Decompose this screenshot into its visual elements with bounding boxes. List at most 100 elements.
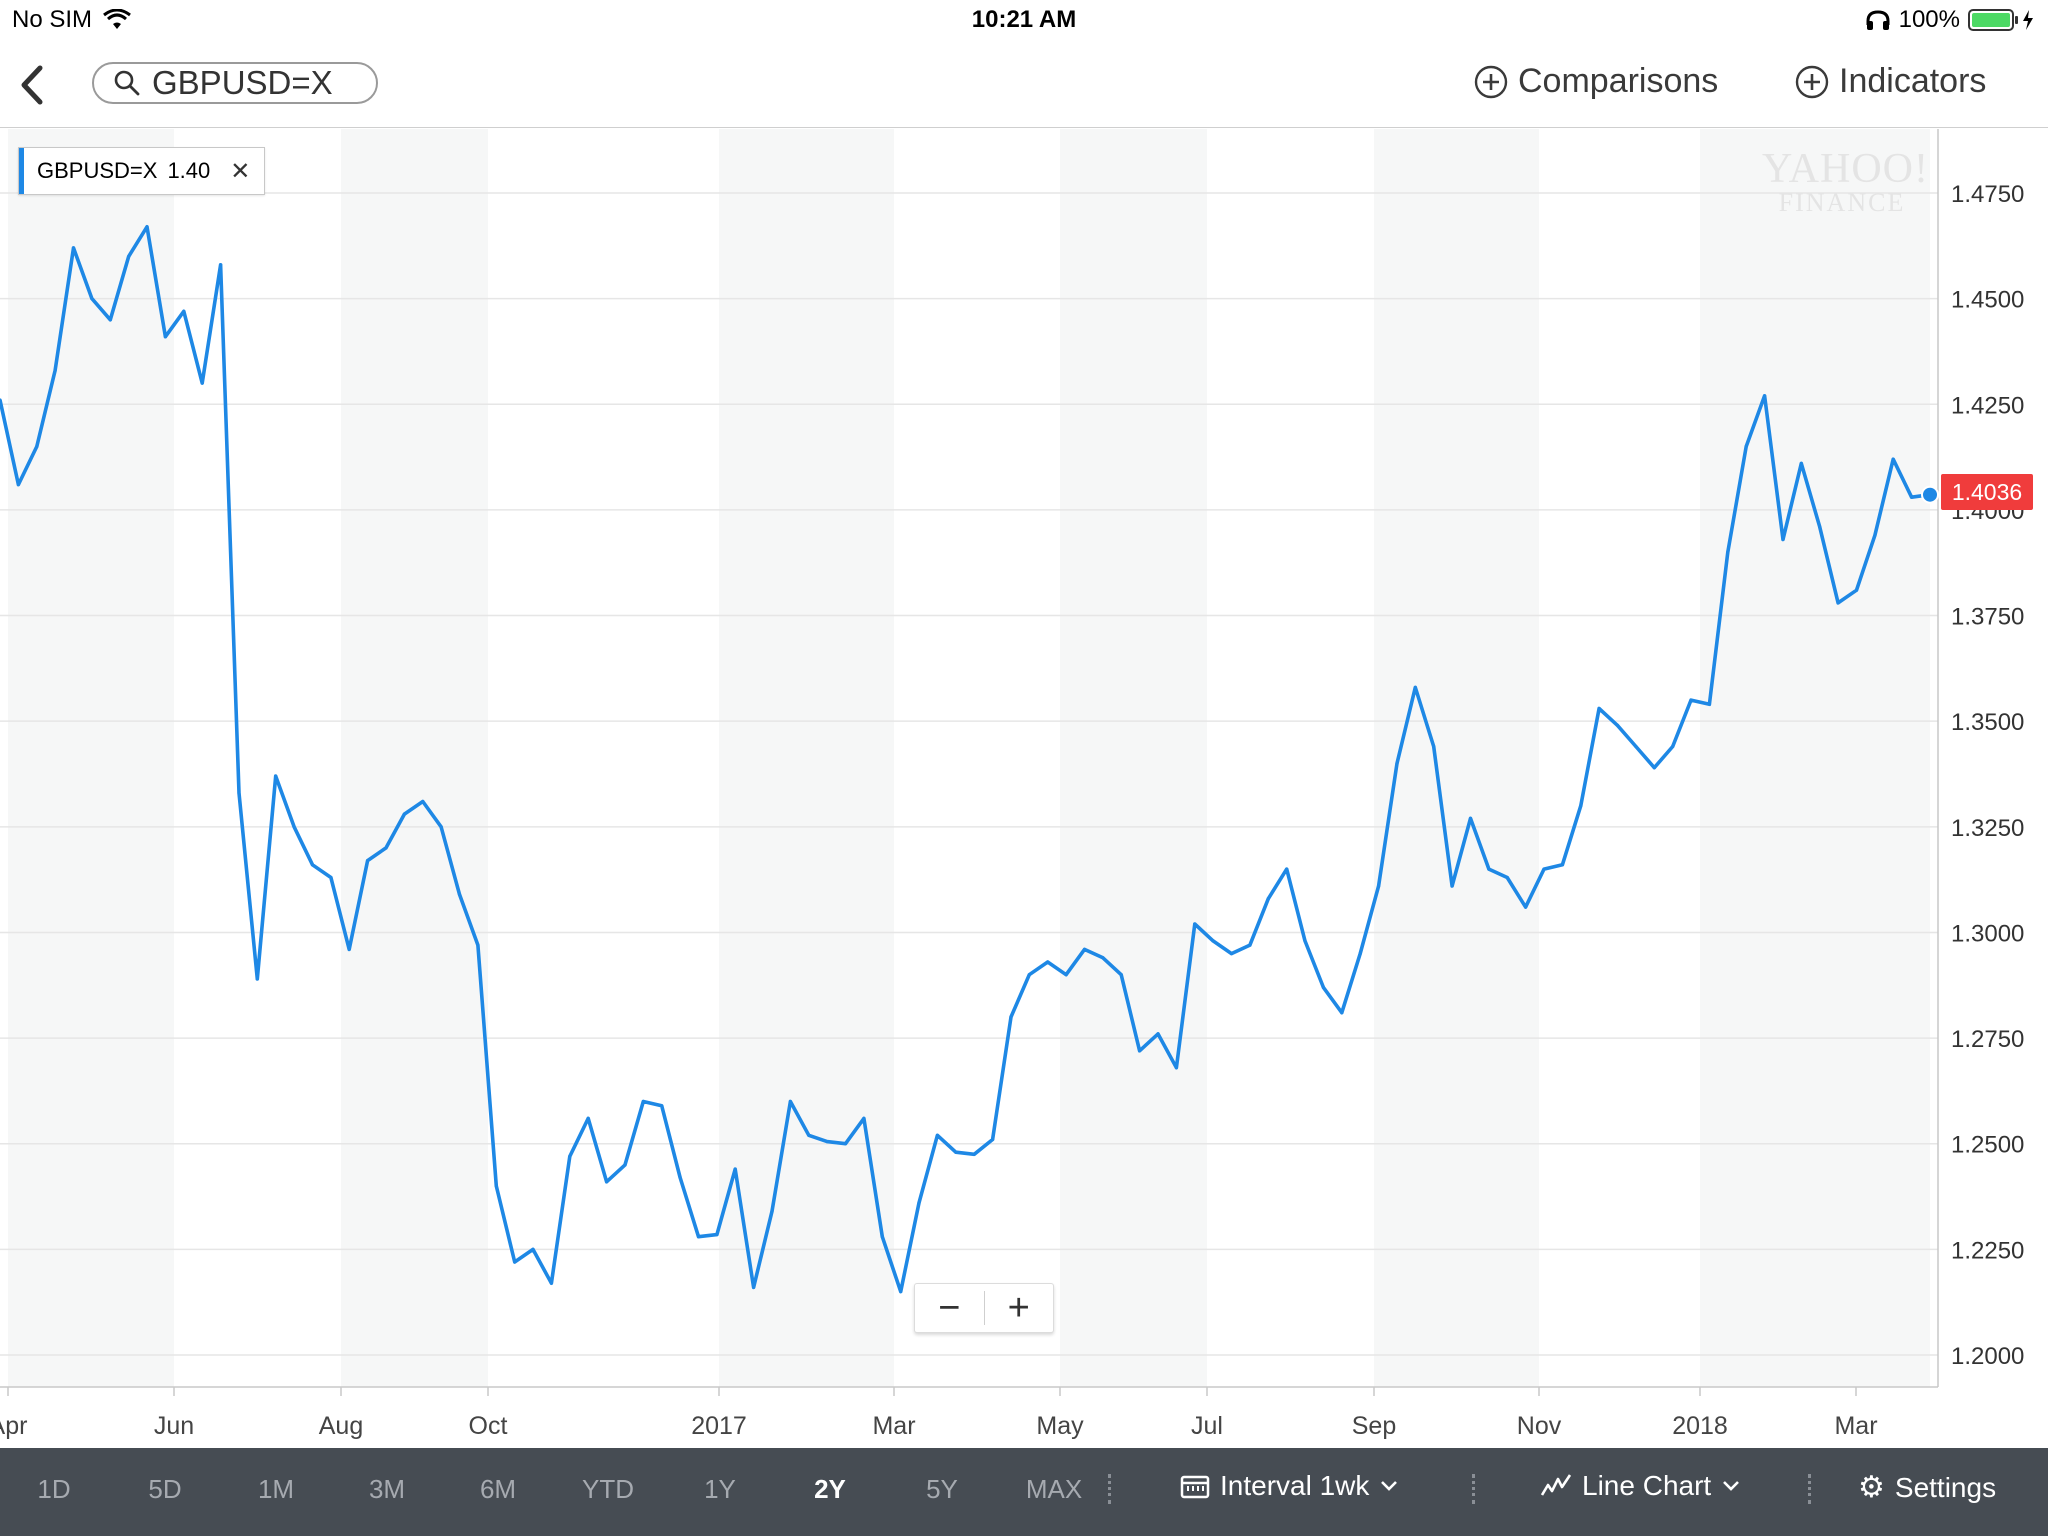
back-chevron-icon[interactable]: [10, 60, 54, 110]
data-point: [421, 799, 425, 804]
data-point: [1395, 761, 1399, 766]
x-tick-label: May: [1036, 1412, 1084, 1440]
data-point: [1634, 744, 1638, 749]
data-point: [843, 1142, 848, 1146]
data-point: [1799, 461, 1803, 465]
calendar-icon: [1180, 1475, 1210, 1499]
data-point: [1138, 1049, 1142, 1053]
close-icon[interactable]: ✕: [230, 157, 251, 185]
data-point: [457, 892, 462, 897]
plus-circle-icon: [1474, 65, 1508, 98]
x-tick-label: Sep: [1352, 1412, 1396, 1440]
chart-type-button[interactable]: Line Chart: [1540, 1470, 1741, 1502]
data-point: [825, 1140, 829, 1144]
data-point: [917, 1201, 921, 1205]
battery-icon: [1968, 9, 2018, 31]
range-1m-button[interactable]: 1M: [257, 1474, 295, 1504]
zoom-control: − +: [914, 1283, 1054, 1333]
data-point: [366, 859, 370, 863]
x-tick-label: Nov: [1517, 1412, 1562, 1440]
carrier-label: No SIM: [12, 6, 93, 33]
wifi-icon: [103, 9, 131, 29]
data-point: [623, 1163, 627, 1167]
range-max-button[interactable]: MAX: [1025, 1474, 1083, 1504]
data-point: [163, 335, 167, 339]
month-band: [719, 129, 894, 1387]
data-point: [182, 309, 186, 313]
x-tick-label: Apr: [0, 1412, 27, 1440]
month-band: [1700, 129, 1930, 1387]
range-1d-button[interactable]: 1D: [37, 1474, 71, 1504]
data-point: [752, 1285, 756, 1289]
data-point: [1193, 922, 1197, 926]
zoom-out-button[interactable]: −: [938, 1287, 961, 1329]
data-point: [641, 1099, 645, 1104]
data-point: [1891, 457, 1895, 461]
data-point: [715, 1233, 719, 1237]
nav-bar: GBPUSD=X Comparisons Indicators: [0, 40, 2048, 128]
data-point: [347, 947, 351, 952]
data-point: [1487, 867, 1491, 871]
y-tick-label: 1.4250: [1951, 392, 2024, 419]
bottom-toolbar: Interval 1wk Line Chart ⚙ Settings 1D 5D 1…: [0, 1448, 2048, 1536]
x-tick-label: Mar: [872, 1412, 915, 1440]
data-point: [1597, 706, 1601, 711]
data-point: [1321, 985, 1325, 990]
data-point: [1229, 952, 1234, 956]
data-point: [1082, 947, 1087, 952]
data-point: [145, 225, 149, 229]
settings-label: Settings: [1894, 1471, 1997, 1503]
x-tick-label: Mar: [1834, 1412, 1877, 1440]
data-point: [1542, 867, 1546, 871]
y-tick-label: 1.2250: [1951, 1237, 2024, 1264]
y-tick-label: 1.3750: [1951, 604, 2024, 631]
data-point: [1744, 444, 1748, 449]
data-point: [16, 483, 20, 487]
x-tick-label: Jun: [154, 1412, 194, 1440]
range-6m-button[interactable]: 6M: [479, 1474, 517, 1504]
range-2y-button[interactable]: 2Y: [814, 1474, 846, 1504]
range-1y-button[interactable]: 1Y: [704, 1474, 736, 1504]
data-point: [1266, 897, 1270, 901]
y-tick-label: 1.2500: [1951, 1132, 2024, 1159]
legend-value: 1.40: [167, 158, 211, 183]
y-tick-label: 1.2750: [1951, 1026, 2024, 1053]
data-point: [788, 1099, 793, 1104]
interval-button[interactable]: Interval 1wk: [1180, 1470, 1399, 1502]
data-point: [274, 774, 278, 778]
chart-legend: GBPUSD=X 1.40 ✕: [18, 147, 266, 195]
data-point: [862, 1116, 866, 1120]
data-point: [1910, 495, 1914, 499]
data-point: [1579, 804, 1583, 808]
data-point: [90, 297, 94, 301]
comparisons-label: Comparisons: [1518, 62, 1719, 100]
data-point: [1119, 973, 1123, 977]
range-3m-button[interactable]: 3M: [368, 1474, 406, 1504]
data-point: [494, 1184, 498, 1188]
status-bar: No SIM 10:21 AM 100%: [0, 0, 2048, 40]
comparisons-button[interactable]: Comparisons: [1474, 62, 1718, 101]
zoom-in-button[interactable]: +: [1007, 1287, 1030, 1329]
data-point: [1505, 875, 1509, 880]
data-point: [1671, 744, 1675, 749]
clock-label: 10:21 AM: [971, 6, 1077, 33]
search-field[interactable]: GBPUSD=X: [92, 62, 378, 104]
settings-button[interactable]: ⚙ Settings: [1858, 1470, 1996, 1505]
indicators-label: Indicators: [1839, 62, 1987, 100]
month-band: [1060, 129, 1207, 1387]
data-point: [935, 1133, 940, 1137]
data-point: [733, 1167, 737, 1171]
data-point: [237, 791, 241, 795]
y-tick-label: 1.4500: [1951, 287, 2024, 314]
indicators-button[interactable]: Indicators: [1795, 62, 1986, 101]
data-point: [1064, 973, 1068, 977]
search-value: GBPUSD=X: [152, 64, 333, 101]
price-chart[interactable]: 1.47501.45001.42501.40001.37501.35001.32…: [0, 129, 2048, 1448]
range-5d-button[interactable]: 5D: [148, 1474, 182, 1504]
data-point: [219, 263, 223, 267]
data-point: [1285, 867, 1289, 871]
range-5y-button[interactable]: 5Y: [926, 1474, 958, 1504]
data-point: [1763, 394, 1767, 398]
battery-percent: 100%: [1898, 6, 1960, 33]
range-ytd-button[interactable]: YTD: [582, 1474, 634, 1504]
